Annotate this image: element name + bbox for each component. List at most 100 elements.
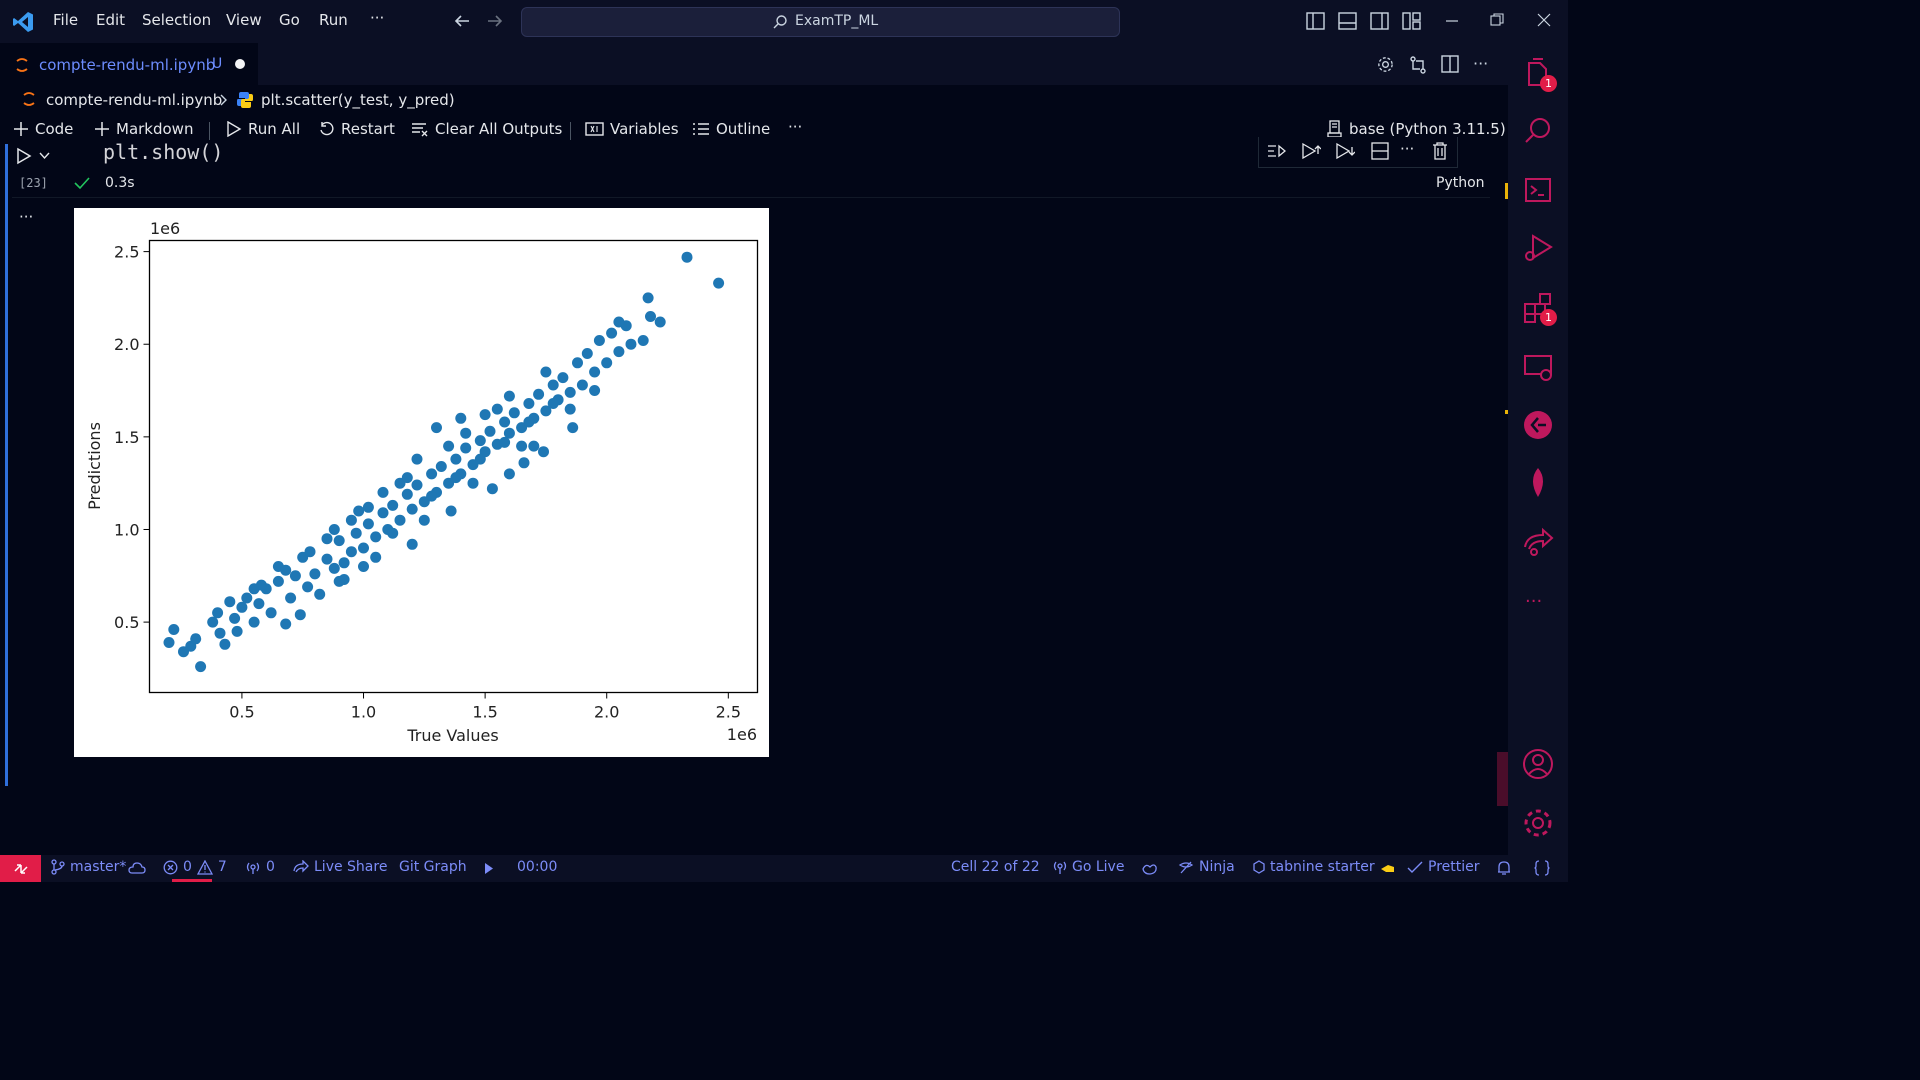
cell-language[interactable]: Python — [1436, 175, 1485, 191]
clear-all-outputs-button[interactable]: Clear All Outputs — [411, 120, 562, 138]
minimize-icon[interactable] — [1444, 12, 1460, 30]
branch-name: master* — [70, 859, 127, 875]
scatter-point — [479, 409, 491, 421]
toolbar-more-button[interactable]: ··· — [788, 118, 803, 136]
prettier-status[interactable]: Prettier — [1407, 859, 1480, 875]
menu-edit[interactable]: Edit — [96, 11, 126, 29]
warning-count: 7 — [217, 859, 227, 875]
editor-more-actions-icon[interactable]: ··· — [1473, 54, 1489, 73]
feedback-icon[interactable] — [1141, 861, 1158, 876]
execute-cell-button[interactable] — [15, 147, 33, 165]
menu-go[interactable]: Go — [279, 11, 300, 29]
remote-indicator[interactable] — [0, 855, 41, 882]
git-graph-status[interactable]: Git Graph — [399, 859, 467, 875]
scatter-point — [503, 427, 515, 439]
tab-compte-rendu[interactable]: compte-rendu-ml.ipynb U — [0, 43, 258, 85]
cell-more-actions-icon[interactable]: ··· — [1400, 140, 1415, 158]
scatter-point — [567, 422, 579, 434]
split-editor-icon[interactable] — [1441, 55, 1459, 73]
manage-gear-icon[interactable] — [1521, 806, 1555, 840]
customize-layout-icon[interactable] — [1402, 12, 1421, 30]
kernel-picker[interactable]: base (Python 3.11.5) — [1326, 120, 1506, 138]
unsaved-dot-icon[interactable] — [235, 59, 245, 69]
scatter-point — [212, 607, 224, 619]
search-view-icon[interactable] — [1521, 114, 1555, 148]
mongodb-leaf-icon[interactable] — [1521, 466, 1555, 500]
breadcrumb-file[interactable]: compte-rendu-ml.ipynb — [46, 91, 223, 109]
cell-position[interactable]: Cell 22 of 22 — [951, 859, 1040, 875]
outline-label: Outline — [716, 120, 771, 138]
sync-cloud-icon[interactable] — [128, 861, 146, 875]
split-cell-icon[interactable] — [1371, 142, 1389, 160]
live-share-icon[interactable] — [1521, 525, 1555, 559]
scatter-point — [387, 499, 399, 511]
activity-more-button[interactable]: ··· — [1525, 591, 1543, 612]
tabnine-status[interactable]: tabnine starter — [1253, 859, 1396, 875]
git-graph-icon[interactable] — [1521, 408, 1555, 442]
variables-button[interactable]: Variables — [585, 120, 679, 138]
remote-explorer-icon[interactable] — [1521, 350, 1555, 384]
toggle-secondary-sidebar-icon[interactable] — [1370, 12, 1389, 30]
editor-settings-icon[interactable] — [1376, 55, 1395, 74]
breadcrumb-symbol[interactable]: plt.scatter(y_test, y_pred) — [261, 91, 455, 109]
toggle-panel-icon[interactable] — [1338, 12, 1357, 30]
scatter-point — [280, 564, 292, 576]
menu-selection[interactable]: Selection — [142, 11, 212, 29]
git-branch[interactable]: master* — [51, 859, 126, 875]
timer[interactable]: 00:00 — [517, 859, 558, 875]
menu-run[interactable]: Run — [319, 11, 348, 29]
menu-view[interactable]: View — [226, 11, 262, 29]
variables-label: Variables — [610, 120, 679, 138]
explorer-icon[interactable]: 1 — [1521, 57, 1557, 92]
ninja-status[interactable]: Ninja — [1178, 859, 1235, 875]
toggle-primary-sidebar-icon[interactable] — [1306, 12, 1325, 30]
scatter-point — [214, 627, 226, 639]
outline-button[interactable]: Outline — [692, 120, 770, 138]
scatter-point — [338, 557, 350, 569]
add-code-cell-button[interactable]: Code — [13, 120, 73, 138]
copilot-braces-icon[interactable] — [1534, 860, 1550, 876]
restart-kernel-button[interactable]: Restart — [319, 120, 395, 138]
run-all-button[interactable]: Run All — [226, 120, 300, 138]
activity-bar: 1 1 ··· — [1508, 43, 1568, 855]
back-arrow-icon[interactable] — [453, 12, 471, 30]
close-icon[interactable] — [1537, 13, 1551, 27]
scatter-point — [377, 507, 389, 519]
command-center-search[interactable]: ExamTP_ML — [521, 7, 1120, 37]
scatter-point — [241, 592, 253, 604]
scatter-point — [523, 416, 535, 428]
clear-outputs-label: Clear All Outputs — [435, 120, 563, 138]
run-debug-icon[interactable] — [1521, 231, 1555, 265]
accounts-icon[interactable] — [1521, 747, 1555, 781]
extensions-icon[interactable]: 1 — [1521, 291, 1557, 326]
output-more-button[interactable]: ··· — [19, 208, 34, 226]
terminal-icon[interactable] — [1521, 173, 1555, 207]
forward-arrow-icon[interactable] — [486, 12, 504, 30]
scatter-point — [547, 379, 559, 391]
go-live-button[interactable]: Go Live — [1053, 859, 1124, 875]
menu-file[interactable]: File — [53, 11, 79, 29]
live-share-status-icon — [293, 859, 309, 873]
cell-code-line[interactable]: plt.show() — [103, 140, 224, 164]
scatter-point — [576, 379, 588, 391]
notifications-bell-icon[interactable] — [1497, 860, 1511, 876]
ports-indicator[interactable]: 0 — [245, 859, 275, 875]
execute-above-icon[interactable] — [1301, 142, 1321, 160]
compare-changes-icon[interactable] — [1408, 55, 1428, 75]
scatter-point — [328, 524, 340, 535]
delete-cell-icon[interactable] — [1432, 142, 1448, 160]
vertical-scrollbar-thumb[interactable] — [1497, 752, 1508, 806]
play-timer-icon[interactable] — [484, 862, 494, 875]
execute-below-icon[interactable] — [1335, 142, 1355, 160]
run-by-line-icon[interactable] — [1267, 143, 1286, 159]
breadcrumb-jupyter-icon — [22, 91, 36, 107]
add-markdown-cell-button[interactable]: Markdown — [94, 120, 193, 138]
problems-indicator[interactable]: 0 7 — [163, 859, 227, 875]
broadcast-icon — [246, 862, 260, 874]
scatter-point — [207, 616, 219, 628]
live-share-status[interactable]: Live Share — [293, 859, 387, 875]
menu-more[interactable]: ··· — [370, 9, 385, 27]
execute-options-chevron-icon[interactable] — [39, 152, 50, 160]
restore-icon[interactable] — [1490, 13, 1504, 27]
x-axis-ticks: 0.5 1.0 1.5 2.0 2.5 — [229, 692, 741, 722]
